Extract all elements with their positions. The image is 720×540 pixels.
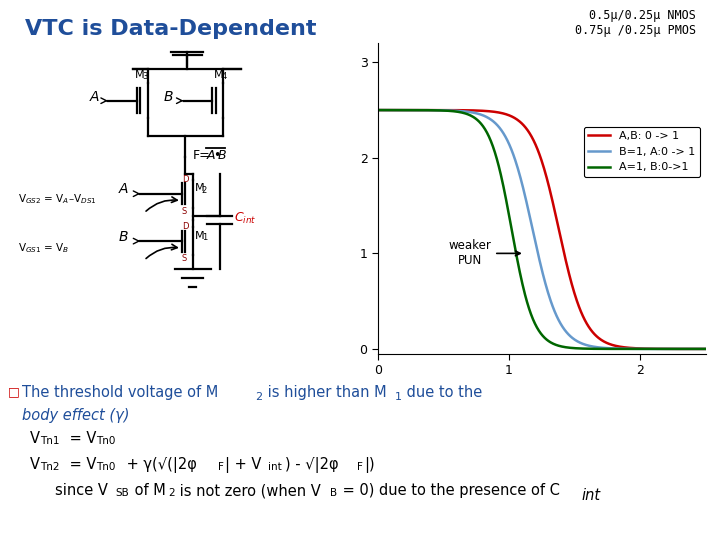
A=1, B:0->1 [693, 346, 702, 352]
B=1, A:0 -> 1 [551, 309, 559, 316]
Text: □: □ [8, 385, 19, 398]
B=1, A:0 -> 1 [531, 240, 540, 246]
B=1, A:0 -> 1 [374, 107, 382, 113]
Text: •: • [213, 148, 220, 161]
Text: D: D [181, 175, 189, 184]
A,B: 0 -> 1: (2.44, 6.24e-05): 0 -> 1: (2.44, 6.24e-05) [693, 346, 702, 352]
Text: 2: 2 [168, 488, 175, 498]
Text: M: M [194, 231, 204, 241]
A,B: 0 -> 1: (1.2, 2.14): 0 -> 1: (1.2, 2.14) [531, 141, 540, 148]
A=1, B:0->1 [642, 346, 651, 352]
A,B: 0 -> 1: (1.49, 0.634): 0 -> 1: (1.49, 0.634) [569, 285, 577, 292]
Text: M: M [194, 184, 204, 193]
B=1, A:0 -> 1 [693, 346, 702, 352]
Text: Tn0: Tn0 [96, 436, 115, 446]
Text: weaker
PUN: weaker PUN [449, 239, 520, 267]
Text: D: D [181, 222, 189, 231]
Text: body effect (γ): body effect (γ) [22, 408, 130, 423]
Text: = 0) due to the presence of C: = 0) due to the presence of C [338, 483, 560, 498]
Text: A: A [119, 182, 128, 196]
A=1, B:0->1 [374, 107, 382, 113]
Text: B: B [119, 230, 128, 244]
Text: |): |) [364, 457, 374, 473]
Line: A=1, B:0->1: A=1, B:0->1 [378, 110, 706, 349]
Text: B: B [330, 488, 337, 498]
Text: of M: of M [130, 483, 166, 498]
Text: V$_{GS1}$ = V$_B$: V$_{GS1}$ = V$_B$ [18, 241, 69, 255]
Text: | + V: | + V [225, 457, 261, 473]
Text: Tn2: Tn2 [40, 462, 60, 472]
Text: 2: 2 [255, 392, 262, 402]
Text: 2: 2 [202, 186, 207, 195]
Text: Tn1: Tn1 [40, 436, 60, 446]
A,B: 0 -> 1: (1.35, 1.42): 0 -> 1: (1.35, 1.42) [551, 210, 559, 217]
Line: A,B: 0 -> 1: A,B: 0 -> 1 [378, 110, 706, 349]
A=1, B:0->1 [529, 318, 538, 324]
Text: V: V [30, 431, 40, 446]
Text: S: S [181, 254, 187, 264]
B=1, A:0 -> 1 [569, 335, 577, 342]
Text: F: F [357, 462, 363, 472]
Text: M: M [135, 70, 145, 79]
Text: $C_{int}$: $C_{int}$ [234, 211, 256, 226]
A,B: 0 -> 1: (2.05, 0.0031): 0 -> 1: (2.05, 0.0031) [642, 346, 651, 352]
Text: due to the: due to the [402, 385, 482, 400]
Text: A: A [90, 90, 99, 104]
A,B: 0 -> 1: (1.19, 2.18): 0 -> 1: (1.19, 2.18) [529, 137, 538, 144]
Text: 0.5μ/0.25μ NMOS
0.75μ /0.25μ PMOS: 0.5μ/0.25μ NMOS 0.75μ /0.25μ PMOS [575, 9, 696, 37]
Text: int: int [268, 462, 282, 472]
A=1, B:0->1 [569, 345, 577, 352]
Text: since V: since V [55, 483, 108, 498]
Text: 1: 1 [202, 233, 207, 242]
Text: 3: 3 [142, 72, 148, 82]
Text: F=: F= [193, 148, 210, 161]
Text: ) - √|2φ: ) - √|2φ [285, 457, 338, 473]
A=1, B:0->1 [701, 346, 710, 352]
Text: = V: = V [65, 457, 96, 472]
B=1, A:0 -> 1 [529, 231, 538, 237]
Text: M: M [215, 70, 224, 79]
Text: Tn0: Tn0 [96, 462, 115, 472]
Line: B=1, A:0 -> 1: B=1, A:0 -> 1 [378, 110, 706, 349]
Legend: A,B: 0 -> 1, B=1, A:0 -> 1, A=1, B:0->1: A,B: 0 -> 1, B=1, A:0 -> 1, A=1, B:0->1 [584, 127, 700, 177]
A=1, B:0->1 [551, 341, 559, 348]
Text: S: S [181, 207, 187, 215]
Text: 1: 1 [395, 392, 402, 402]
Text: B: B [163, 90, 174, 104]
Text: int: int [581, 488, 600, 503]
Text: 4: 4 [222, 72, 227, 82]
Text: V: V [30, 457, 40, 472]
Text: is not zero (when V: is not zero (when V [175, 483, 320, 498]
A=1, B:0->1 [531, 322, 540, 328]
A,B: 0 -> 1: (0, 2.5): 0 -> 1: (0, 2.5) [374, 107, 382, 113]
A,B: 0 -> 1: (2.5, 3.42e-05): 0 -> 1: (2.5, 3.42e-05) [701, 346, 710, 352]
Text: B: B [217, 148, 226, 161]
B=1, A:0 -> 1 [642, 346, 651, 352]
Text: + γ(√(|2φ: + γ(√(|2φ [122, 457, 197, 473]
Text: A: A [207, 148, 215, 161]
Text: VTC is Data-Dependent: VTC is Data-Dependent [25, 19, 317, 39]
Text: SB: SB [115, 488, 129, 498]
Text: F: F [218, 462, 224, 472]
Text: The threshold voltage of M: The threshold voltage of M [22, 385, 218, 400]
Text: = V: = V [65, 431, 96, 446]
Text: V$_{GS2}$ = V$_A$–V$_{DS1}$: V$_{GS2}$ = V$_A$–V$_{DS1}$ [18, 192, 96, 206]
Text: is higher than M: is higher than M [263, 385, 387, 400]
B=1, A:0 -> 1 [701, 346, 710, 352]
